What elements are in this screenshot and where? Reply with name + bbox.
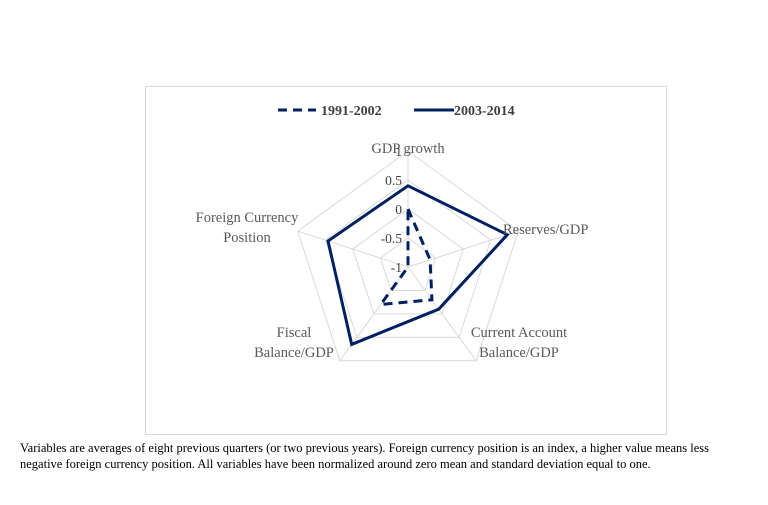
grid-spoke (407, 266, 477, 362)
tick-label: 1 (395, 144, 402, 159)
chart-frame: 1 0.5 0 -0.5 -1 GDP growth Reserves/GDP Current… (145, 86, 667, 435)
footnote: Variables are averages of eight previous… (20, 441, 710, 471)
tick-label: -0.5 (381, 231, 403, 246)
grid-ring (324, 179, 492, 338)
grid-ring (352, 208, 464, 315)
axis-label: Foreign Currency Position (196, 210, 299, 246)
grid-ring (379, 237, 437, 291)
radar-chart: 1 0.5 0 -0.5 -1 GDP growth Reserves/GDP Current… (196, 104, 589, 362)
legend-label: 2003-2014 (454, 104, 515, 119)
tick-label: 0.5 (385, 173, 402, 188)
axis-label: GDP growth (371, 141, 445, 157)
radar-series (326, 184, 510, 347)
tick-label: -1 (391, 260, 402, 275)
grid-spoke (407, 230, 519, 268)
grid-ring (297, 150, 519, 362)
legend: 1991-2002 2003-2014 (278, 104, 515, 119)
tick-label: 0 (395, 202, 402, 217)
axis-label: Current Account Balance/GDP (471, 325, 567, 361)
radar-labels: 1 0.5 0 -0.5 -1 GDP growth Reserves/GDP Current… (196, 141, 589, 361)
series-line-1991-2002 (377, 208, 434, 307)
grid-spoke (297, 230, 409, 268)
axis-label: Reserves/GDP (503, 222, 588, 238)
legend-item: 2003-2014 (414, 104, 515, 119)
series-line-2003-2014 (326, 184, 510, 347)
axis-label: Fiscal Balance/GDP (254, 325, 334, 361)
legend-item: 1991-2002 (278, 104, 382, 119)
legend-label: 1991-2002 (321, 104, 382, 119)
